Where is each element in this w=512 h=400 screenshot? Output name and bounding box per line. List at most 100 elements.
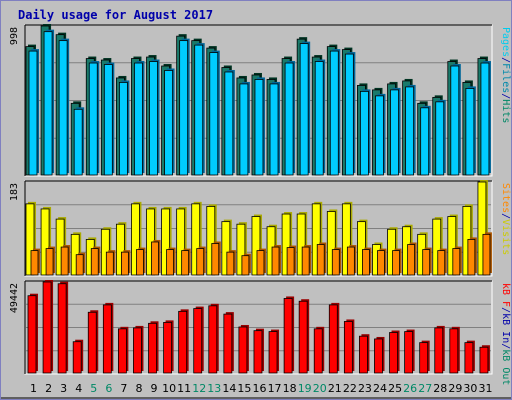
bar-sites <box>30 250 39 276</box>
bar-visits <box>341 203 351 276</box>
x-tick-label: 3 <box>60 382 67 395</box>
bar-visits <box>447 216 457 276</box>
bar-visits <box>161 208 170 276</box>
bar-files <box>164 70 173 176</box>
bar-kbf <box>389 332 398 374</box>
x-tick-label: 12 <box>192 382 206 395</box>
x-tick-label: 2 <box>45 382 52 395</box>
x-tick-label: 16 <box>253 382 267 395</box>
panel-visits: 183 Sites/Visits <box>9 180 511 277</box>
bar-files <box>149 61 158 176</box>
bar-sites <box>60 246 69 276</box>
x-tick-label: 8 <box>135 382 142 395</box>
bar-visits <box>296 213 306 276</box>
panel-hits-max-label: 998 <box>9 27 20 45</box>
legend-hits-part: Files <box>500 63 511 93</box>
bar-kbf <box>163 321 172 374</box>
bar-files <box>103 64 113 176</box>
bar-kbf <box>193 308 203 374</box>
bar-kbf <box>117 328 127 374</box>
bar-files <box>435 101 445 176</box>
x-tick-label: 22 <box>343 382 357 395</box>
bar-kbf <box>102 304 112 374</box>
legend-hits-part: Hits <box>500 99 511 123</box>
bar-sites <box>90 248 99 276</box>
bar-files <box>209 52 219 176</box>
panel-kbytes-max-label: 49442 <box>9 283 20 313</box>
bar-files <box>194 44 204 176</box>
panel-visits-max-label: 183 <box>9 183 20 201</box>
legend-visits-part: Sites <box>500 183 511 213</box>
bar-files <box>344 53 354 176</box>
bar-files <box>254 79 264 176</box>
bar-files <box>329 50 339 176</box>
bar-kbf <box>42 281 52 374</box>
bar-sites <box>181 250 190 276</box>
chart-title: Daily usage for August 2017 <box>18 8 213 22</box>
bar-sites <box>120 251 129 276</box>
bar-visits <box>176 208 186 276</box>
bar-kbf <box>57 283 67 374</box>
bar-files <box>134 62 143 176</box>
bar-visits <box>326 211 336 276</box>
bar-sites <box>196 248 205 276</box>
x-tick-label: 21 <box>328 382 342 395</box>
x-tick-label: 11 <box>177 382 191 395</box>
bar-files <box>284 62 294 176</box>
bar-sites <box>316 244 325 276</box>
bar-sites <box>136 249 144 276</box>
bar-visits <box>477 181 487 276</box>
bar-kbf <box>343 321 353 374</box>
bar-files <box>465 88 475 176</box>
bar-files <box>450 65 460 176</box>
bar-sites <box>166 249 174 276</box>
bar-sites <box>105 251 114 276</box>
bar-files <box>480 62 490 176</box>
bar-files <box>73 108 83 176</box>
bar-kbf <box>374 338 383 374</box>
x-tick-label: 10 <box>162 382 176 395</box>
bar-kbf <box>359 335 368 374</box>
bar-visits <box>311 203 321 276</box>
bar-sites <box>392 250 400 276</box>
bar-sites <box>256 250 265 276</box>
bar-files <box>314 61 324 176</box>
bar-files <box>375 95 384 176</box>
bar-files <box>269 83 279 176</box>
bar-visits <box>40 208 50 276</box>
bar-kbf <box>87 311 97 374</box>
x-tick-label: 5 <box>90 382 97 395</box>
bar-kbf <box>268 331 278 374</box>
x-tick-label: 7 <box>120 382 127 395</box>
panel-kbytes-legend: kB F/kB In/kB Out <box>500 283 511 385</box>
bar-files <box>224 71 234 176</box>
bar-sites <box>45 248 54 276</box>
bar-visits <box>191 203 201 276</box>
x-tick-label: 6 <box>105 382 112 395</box>
bar-files <box>420 107 430 176</box>
bar-files <box>299 43 309 176</box>
bar-kbf <box>148 322 157 374</box>
bar-sites <box>467 239 476 276</box>
bar-sites <box>377 250 385 276</box>
bar-kbf <box>449 328 459 374</box>
bar-visits <box>131 203 140 276</box>
x-tick-label: 4 <box>75 382 82 395</box>
bar-sites <box>226 251 235 276</box>
panel-visits-legend: Sites/Visits <box>500 183 511 255</box>
x-tick-label: 19 <box>298 382 312 395</box>
bar-sites <box>271 246 280 276</box>
legend-hits-part: / <box>500 57 511 63</box>
legend-kbytes-part: / <box>500 343 511 349</box>
x-tick-label: 24 <box>373 382 387 395</box>
bar-kbf <box>238 326 248 374</box>
x-tick-label: 28 <box>433 382 447 395</box>
bar-sites <box>331 249 340 276</box>
bar-visits <box>281 213 291 276</box>
x-tick-label: 30 <box>463 382 477 395</box>
panel-hits: 998 Pages/Files/Hits <box>9 24 511 177</box>
bar-sites <box>437 250 446 276</box>
bar-sites <box>286 247 295 276</box>
bar-sites <box>482 233 491 276</box>
